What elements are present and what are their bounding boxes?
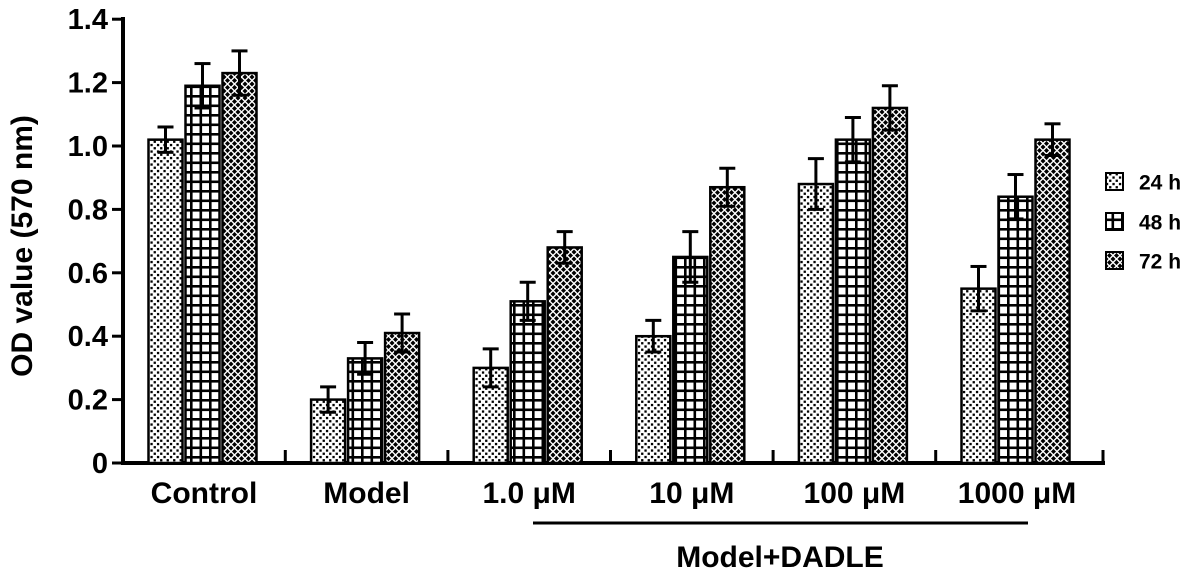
bar-48h-group1: [346, 357, 384, 465]
y-tick-label: 0.6: [68, 258, 108, 290]
legend-swatch-24h: [1105, 172, 1124, 191]
bar-48h-group4: [834, 138, 872, 465]
x-category-label: 10 μM: [649, 477, 734, 510]
annotation-label: Model+DADLE: [676, 541, 884, 574]
bar-72h-group3: [709, 185, 746, 465]
bar-24h-group4: [797, 182, 835, 465]
bar-72h-group2: [546, 246, 583, 465]
bar-48h-group3: [672, 255, 709, 465]
bar-72h-group0: [221, 71, 258, 465]
x-category-label: Model: [323, 477, 410, 510]
y-tick-label: 0.4: [68, 321, 108, 353]
y-tick-label: 0: [92, 448, 108, 480]
y-tick-label: 1.2: [68, 68, 108, 100]
y-tick-label: 0.2: [68, 385, 108, 417]
bar-48h-group5: [997, 195, 1034, 465]
y-tick-label: 1.0: [68, 131, 108, 163]
bar-24h-group0: [147, 138, 184, 465]
bar-72h-group5: [1034, 138, 1071, 465]
x-category-label: 100 μM: [804, 477, 906, 510]
bar-24h-group5: [960, 287, 997, 465]
bar-48h-group2: [509, 300, 546, 465]
x-category-label: Control: [151, 477, 258, 510]
bar-48h-group0: [184, 84, 221, 465]
x-category-label: 1000 μM: [958, 477, 1076, 510]
bar-72h-group1: [383, 331, 421, 465]
legend-swatch-48h: [1105, 212, 1124, 231]
legend-label: 24 h: [1139, 172, 1181, 195]
legend-label: 48 h: [1139, 212, 1181, 235]
legend-swatch-72h: [1105, 251, 1124, 270]
y-tick-label: 0.8: [68, 194, 108, 226]
bar-24h-group3: [635, 334, 672, 465]
y-tick-label: 1.4: [68, 4, 108, 36]
legend-label: 72 h: [1139, 251, 1181, 274]
bar-72h-group4: [871, 106, 909, 465]
x-category-label: 1.0 μM: [483, 477, 576, 510]
y-axis-title: OD value (570 nm): [6, 115, 39, 377]
